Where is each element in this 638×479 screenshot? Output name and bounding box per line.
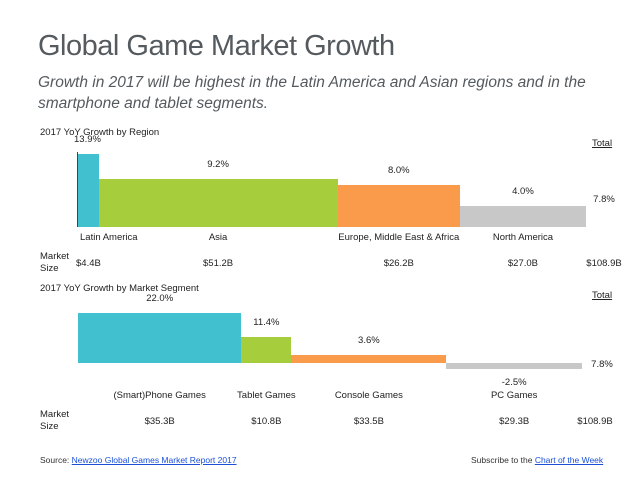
region-chart-title: 2017 YoY Growth by Region <box>40 127 160 138</box>
region-market-size-label: Market Size <box>40 251 70 274</box>
source-prefix: Source: <box>40 455 70 465</box>
chart-title: Global Game Market Growth <box>38 30 395 62</box>
segment-bar-1 <box>78 313 242 363</box>
segment-total-header: Total <box>592 290 613 301</box>
region-value-label-1: 13.9% <box>74 134 101 145</box>
region-category-label-2: Asia <box>208 232 228 243</box>
segment-value-label-4: -2.5% <box>501 376 527 388</box>
region-bar-4 <box>459 205 586 227</box>
source-link[interactable]: Newzoo Global Games Market Report 2017 <box>71 455 237 465</box>
segment-market-size-4: $29.3B <box>499 416 530 427</box>
source-note: Source: Newzoo Global Games Market Repor… <box>40 455 237 465</box>
region-axis <box>77 152 78 227</box>
segment-market-size-label: Market Size <box>40 409 70 432</box>
segment-category-label-4: PC Games <box>490 390 538 401</box>
region-total-value: 7.8% <box>593 194 615 205</box>
region-bar-2 <box>98 178 338 227</box>
region-bar-3 <box>337 184 460 227</box>
segment-category-label-3: Console Games <box>334 390 403 401</box>
segment-chart-title: 2017 YoY Growth by Market Segment <box>40 283 199 294</box>
subscribe-link[interactable]: Chart of the Week <box>534 455 604 465</box>
segment-value-label-3: 3.6% <box>358 334 380 346</box>
segment-market-size-2: $10.8B <box>251 416 282 427</box>
region-value-label-4: 4.0% <box>512 185 534 197</box>
region-category-label-3: Europe, Middle East & Africa <box>338 232 460 243</box>
segment-value-label-1: 22.0% <box>146 293 174 304</box>
segment-category-label-1: (Smart)Phone Games <box>113 390 206 401</box>
chart-subtitle: Growth in 2017 will be highest in the La… <box>38 74 586 112</box>
region-value-label-3: 8.0% <box>387 164 410 176</box>
segment-value-label-2: 11.4% <box>253 317 280 329</box>
region-total-market-size: $108.9B <box>586 258 622 269</box>
segment-bar-3 <box>291 354 447 363</box>
segment-bar-4 <box>446 363 582 369</box>
region-value-label-2: 9.2% <box>207 158 229 170</box>
region-bar-1 <box>78 154 99 227</box>
segment-market-size-3: $33.5B <box>353 416 384 427</box>
segment-total-market-size: $108.9B <box>577 416 613 427</box>
region-market-size-4: $27.0B <box>507 258 539 269</box>
region-total-header: Total <box>592 138 613 149</box>
segment-total-value: 7.8% <box>591 359 613 370</box>
subscribe-note: Subscribe to the Chart of the Week <box>471 455 603 465</box>
region-category-label-4: North America <box>492 232 554 243</box>
subscribe-prefix: Subscribe to the <box>471 455 533 465</box>
segment-category-label-2: Tablet Games <box>237 390 296 401</box>
region-market-size-2: $51.2B <box>203 258 234 269</box>
segment-bar-2 <box>241 337 292 363</box>
segment-market-size-1: $35.3B <box>144 416 175 427</box>
region-market-size-1: $4.4B <box>76 258 101 269</box>
region-market-size-3: $26.2B <box>383 258 414 269</box>
region-category-label-1: Latin America <box>80 232 138 243</box>
